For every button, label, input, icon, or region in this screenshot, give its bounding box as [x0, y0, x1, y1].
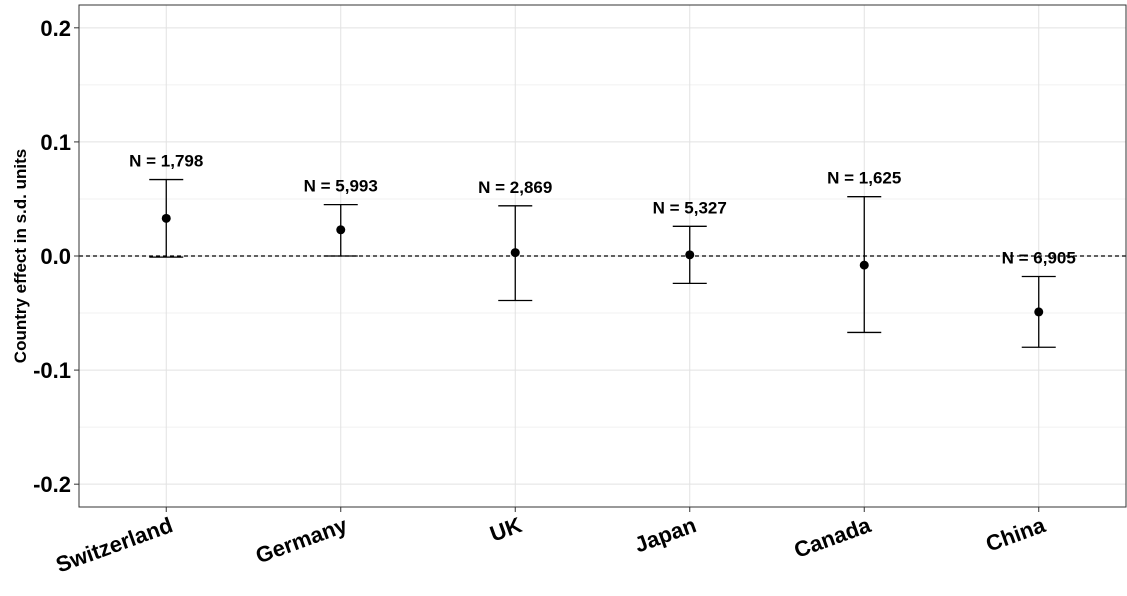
y-axis-label: Country effect in s.d. units: [11, 149, 30, 363]
n-label: N = 6,905: [1002, 249, 1076, 268]
point-estimate: [859, 260, 869, 270]
point-estimate: [510, 248, 520, 258]
error-bar-canada: N = 1,625: [827, 169, 901, 334]
point-estimate: [161, 213, 171, 223]
x-tick-label: Japan: [631, 512, 699, 557]
y-tick-label: 0.1: [40, 130, 71, 155]
n-label: N = 2,869: [478, 178, 552, 197]
n-label: N = 1,798: [129, 152, 203, 171]
x-tick-label: Switzerland: [53, 512, 176, 577]
error-bar-switzerland: N = 1,798: [129, 152, 203, 258]
point-estimate: [685, 250, 695, 260]
x-axis-ticks: Switzerland Germany UK Japan Canada China: [53, 507, 1049, 578]
x-tick-label: Canada: [791, 512, 875, 563]
x-tick-label: UK: [487, 512, 526, 546]
error-bar-germany: N = 5,993: [304, 177, 378, 257]
y-tick-label: -0.1: [33, 358, 71, 383]
n-label: N = 5,993: [304, 177, 378, 196]
y-tick-label: -0.2: [33, 472, 71, 497]
x-tick-label: China: [982, 512, 1049, 557]
n-label: N = 1,625: [827, 169, 901, 188]
y-tick-label: 0.2: [40, 16, 71, 41]
y-axis-ticks: 0.2 0.1 0.0 -0.1 -0.2: [33, 16, 79, 497]
point-estimate: [336, 225, 346, 235]
error-bar-china: N = 6,905: [1002, 249, 1076, 348]
error-bar-uk: N = 2,869: [478, 178, 552, 302]
marks: N = 1,798 N = 5,993 N = 2,869 N = 5,327 N = …: [129, 152, 1076, 348]
y-tick-label: 0.0: [40, 244, 71, 269]
x-tick-label: Germany: [252, 512, 351, 568]
point-estimate: [1034, 307, 1044, 317]
n-label: N = 5,327: [653, 198, 727, 217]
error-bar-japan: N = 5,327: [653, 198, 727, 285]
